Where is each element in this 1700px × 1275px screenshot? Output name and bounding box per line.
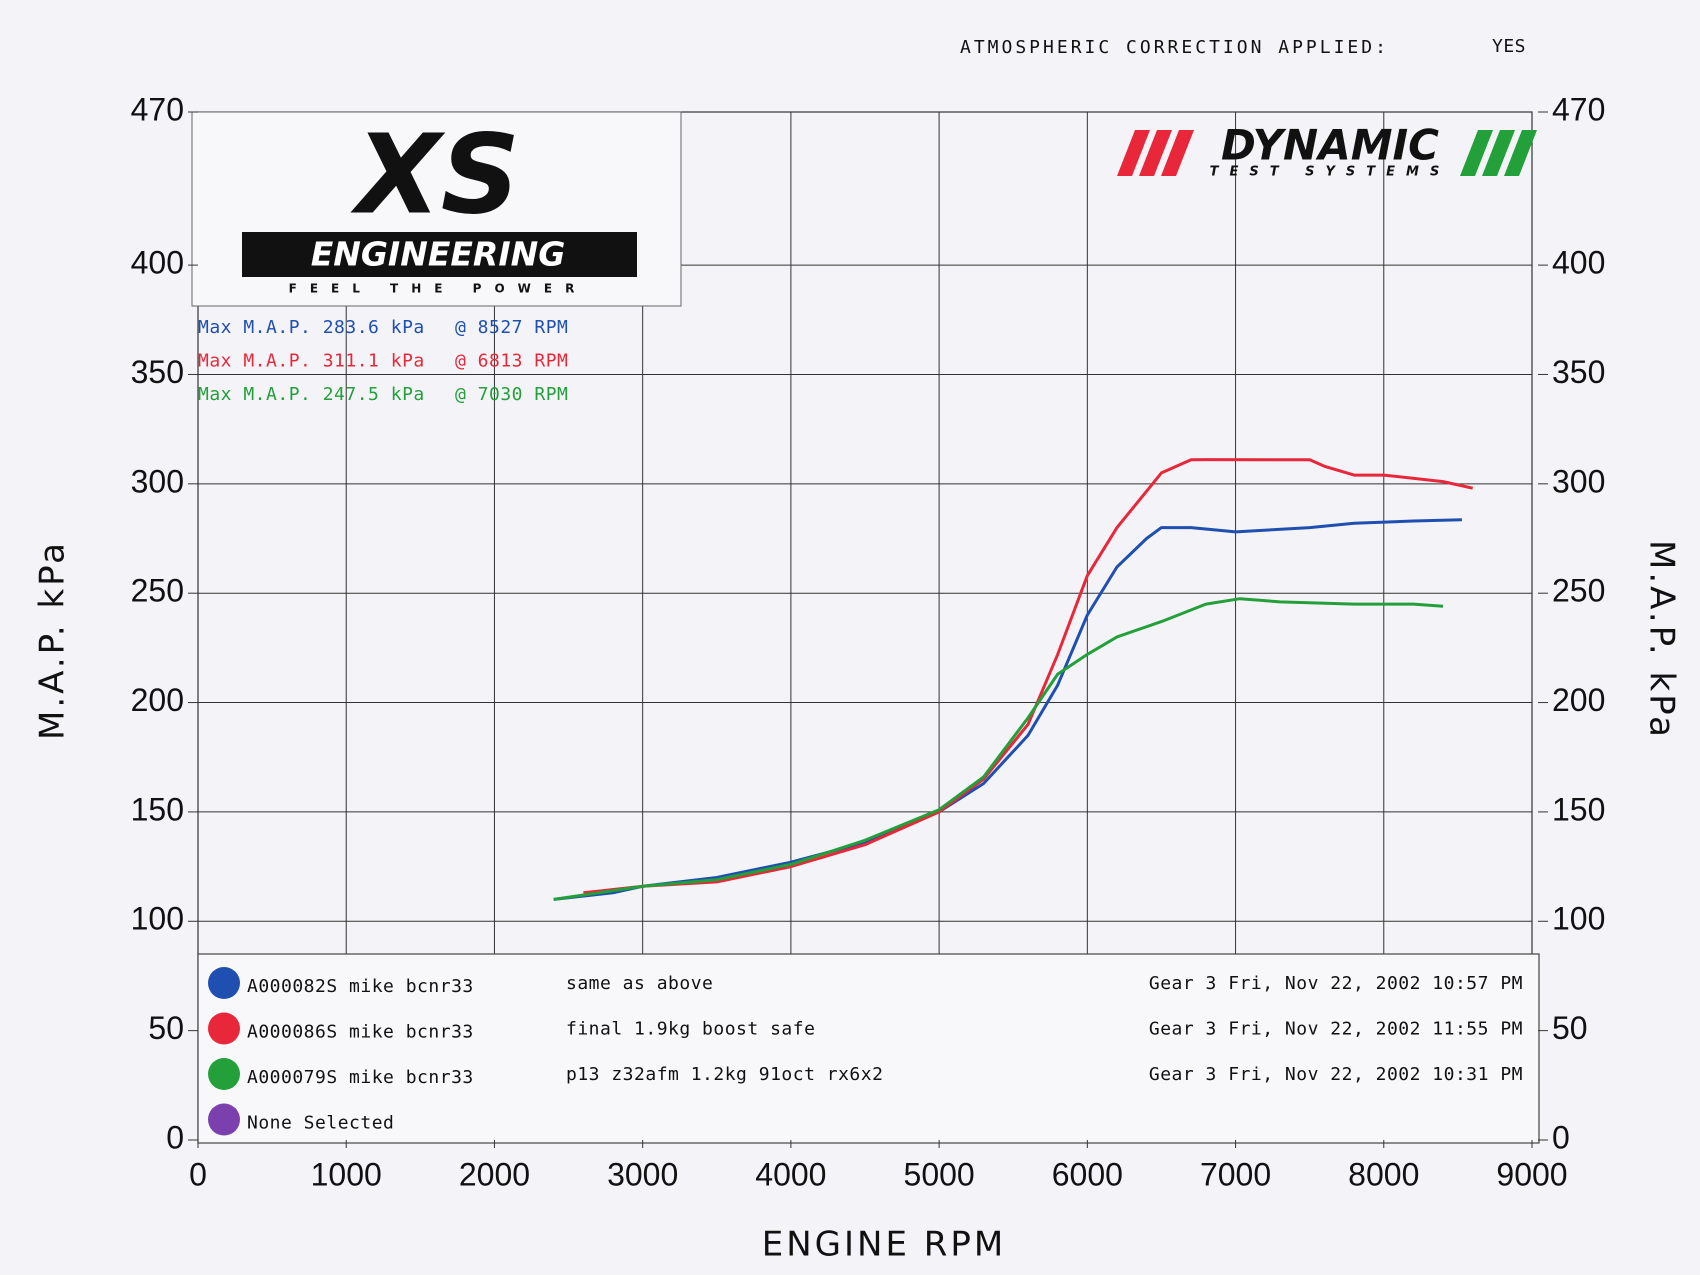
y2-tick-label: 150 — [1552, 791, 1605, 827]
y2-tick-label: 200 — [1552, 682, 1605, 718]
legend-swatch — [208, 1103, 240, 1136]
header-label: ATMOSPHERIC CORRECTION APPLIED: — [960, 37, 1389, 58]
legend-run-info: Gear 3 Fri, Nov 22, 2002 11:55 PM — [1149, 1019, 1523, 1040]
series-line — [553, 518, 1462, 901]
series-line — [553, 597, 1444, 901]
x-tick-label: 1000 — [311, 1156, 382, 1192]
x-tick-label: 0 — [189, 1156, 207, 1192]
y-tick-label: 50 — [148, 1010, 184, 1046]
legend-label: A000082S mike bcnr33 — [247, 976, 474, 997]
y2-tick-label: 400 — [1552, 245, 1605, 281]
x-tick-label: 2000 — [459, 1156, 530, 1192]
legend-box — [197, 953, 1540, 1144]
legend-run-info: Gear 3 Fri, Nov 22, 2002 10:57 PM — [1149, 973, 1523, 994]
y-tick-label: 100 — [131, 901, 184, 937]
logo-band — [242, 232, 637, 277]
x-tick-label: 6000 — [1052, 1156, 1123, 1192]
y2-tick-label: 100 — [1552, 901, 1605, 937]
y-tick-label: 400 — [131, 245, 184, 281]
y2-axis-title: M.A.P. kPa — [1642, 540, 1682, 740]
dynamic-logo — [1117, 130, 1537, 176]
x-tick-label: 8000 — [1348, 1156, 1419, 1192]
logo-subtitle: ENGINEERING — [311, 235, 566, 274]
legend-note: same as above — [566, 973, 713, 994]
x-tick-label: 9000 — [1496, 1156, 1567, 1192]
legend-swatch — [208, 1058, 240, 1090]
y-axis-title: M.A.P. kPa — [33, 540, 73, 740]
legend-label: A000079S mike bcnr33 — [247, 1067, 474, 1088]
y2-tick-label: 250 — [1552, 573, 1605, 609]
x-tick-label: 5000 — [904, 1156, 975, 1192]
y-tick-label: 350 — [131, 354, 184, 390]
max-rpm-label: @ 7030 RPM — [455, 384, 568, 405]
x-tick-label: 3000 — [607, 1156, 678, 1192]
y-tick-label: 0 — [166, 1119, 184, 1155]
legend-swatch — [208, 1012, 240, 1045]
header-value: YES — [1492, 36, 1526, 57]
legend-swatch — [208, 967, 240, 999]
dynamic-title: DYNAMIC — [1221, 121, 1439, 170]
y2-tick-label: 50 — [1552, 1010, 1588, 1046]
max-label: Max M.A.P. 283.6 kPa — [198, 317, 425, 338]
legend-note: p13 z32afm 1.2kg 91oct rx6x2 — [566, 1064, 883, 1085]
max-rpm-label: @ 6813 RPM — [455, 351, 568, 372]
max-rpm-label: @ 8527 RPM — [455, 317, 568, 338]
legend-label: A000086S mike bcnr33 — [247, 1022, 474, 1043]
y-tick-label: 300 — [131, 463, 184, 499]
logo-tagline: FEEL THE POWER — [289, 282, 588, 296]
y2-tick-label: 0 — [1552, 1119, 1570, 1155]
x-axis-title: ENGINE RPM — [762, 1225, 1006, 1265]
y2-tick-label: 470 — [1552, 91, 1605, 127]
logo-title: XS — [350, 110, 520, 238]
y-tick-label: 150 — [131, 791, 184, 827]
max-label: Max M.A.P. 247.5 kPa — [198, 384, 425, 405]
dynamic-subtitle: TEST SYSTEMS — [1210, 165, 1451, 180]
y2-tick-label: 350 — [1552, 354, 1605, 390]
x-tick-label: 7000 — [1200, 1156, 1271, 1192]
y-tick-label: 200 — [131, 682, 184, 718]
legend-note: final 1.9kg boost safe — [566, 1019, 815, 1040]
legend-label: None Selected — [247, 1113, 394, 1134]
x-tick-label: 4000 — [755, 1156, 826, 1192]
legend-run-info: Gear 3 Fri, Nov 22, 2002 10:31 PM — [1149, 1064, 1523, 1085]
y-tick-label: 470 — [131, 91, 184, 127]
series-line — [583, 458, 1474, 895]
y-tick-label: 250 — [131, 573, 184, 609]
y2-tick-label: 300 — [1552, 463, 1605, 499]
max-label: Max M.A.P. 311.1 kPa — [198, 351, 425, 372]
